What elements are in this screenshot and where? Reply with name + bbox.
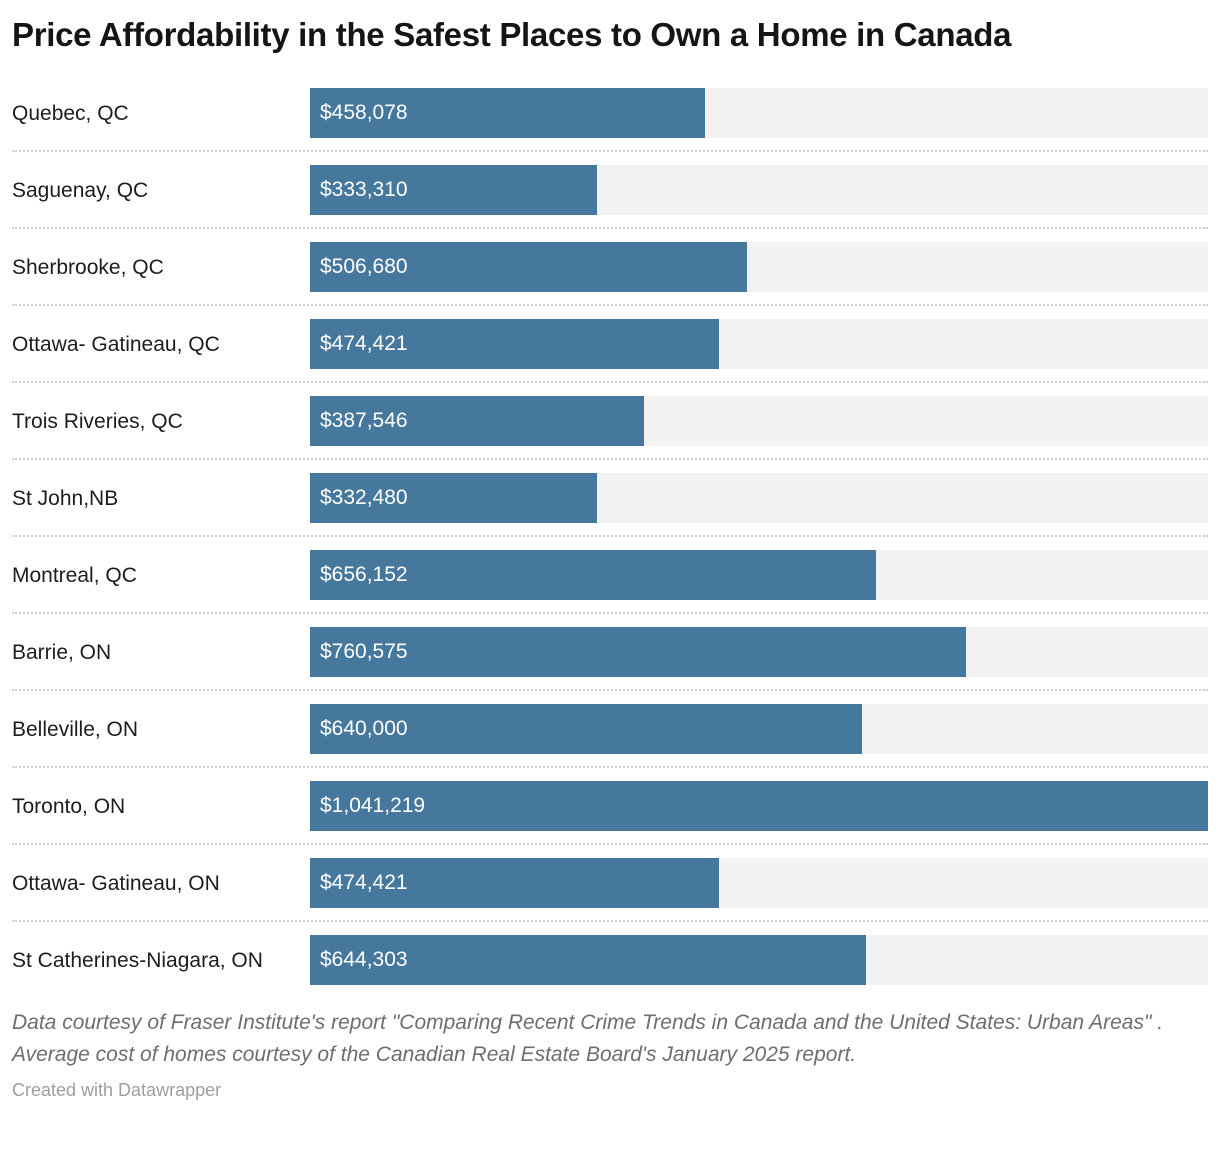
row-label: Montreal, QC (12, 563, 137, 587)
bar-value-label: $656,152 (320, 563, 408, 587)
row-label: Ottawa- Gatineau, ON (12, 871, 220, 895)
bar-row: Ottawa- Gatineau, QC $474,421 (12, 319, 1208, 384)
bar-value-label: $640,000 (320, 717, 408, 741)
bar-track: $644,303 (310, 935, 1208, 986)
bar: $458,078 (310, 88, 706, 139)
datawrapper-attribution[interactable]: Created with Datawrapper (12, 1080, 222, 1101)
bar-row: Saguenay, QC $333,310 (12, 165, 1208, 230)
row-label: Ottawa- Gatineau, QC (12, 332, 220, 356)
bar: $1,041,219 (310, 781, 1208, 832)
bar-chart: Quebec, QC $458,078 Saguenay, QC $333,310 Sh… (12, 88, 1208, 986)
row-label: Saguenay, QC (12, 178, 149, 202)
bar: $760,575 (310, 627, 966, 678)
bar-track: $387,546 (310, 396, 1208, 447)
bar-value-label: $760,575 (320, 640, 408, 664)
bar-value-label: $506,680 (320, 255, 408, 279)
bar-row: Toronto, ON $1,041,219 (12, 781, 1208, 846)
bar: $644,303 (310, 935, 866, 986)
bar-value-label: $644,303 (320, 948, 408, 972)
row-label: St Catherines-Niagara, ON (12, 948, 263, 972)
bar-row: St Catherines-Niagara, ON $644,303 (12, 935, 1208, 986)
bar-value-label: $1,041,219 (320, 794, 426, 818)
bar: $333,310 (310, 165, 598, 216)
bar: $474,421 (310, 319, 720, 370)
chart-title: Price Affordability in the Safest Places… (12, 16, 1012, 53)
bar-row: Quebec, QC $458,078 (12, 88, 1208, 153)
bar: $656,152 (310, 550, 876, 601)
row-label: Quebec, QC (12, 101, 129, 125)
row-label: Toronto, ON (12, 794, 126, 818)
row-label: Trois Riveries, QC (12, 409, 183, 433)
bar-value-label: $333,310 (320, 178, 408, 202)
bar-row: Montreal, QC $656,152 (12, 550, 1208, 615)
bar-value-label: $458,078 (320, 101, 408, 125)
bar-row: Belleville, ON $640,000 (12, 704, 1208, 769)
bar-row: Barrie, ON $760,575 (12, 627, 1208, 692)
bar-track: $640,000 (310, 704, 1208, 755)
bar: $506,680 (310, 242, 747, 293)
bar-track: $760,575 (310, 627, 1208, 678)
bar: $332,480 (310, 473, 597, 524)
row-label: Belleville, ON (12, 717, 139, 741)
bar: $474,421 (310, 858, 720, 909)
bar-track: $506,680 (310, 242, 1208, 293)
bar-track: $1,041,219 (310, 781, 1208, 832)
chart-notes: Data courtesy of Fraser Institute's repo… (12, 1011, 1164, 1066)
bar-track: $458,078 (310, 88, 1208, 139)
bar-value-label: $387,546 (320, 409, 408, 433)
bar-track: $332,480 (310, 473, 1208, 524)
bar-value-label: $332,480 (320, 486, 408, 510)
bar-track: $474,421 (310, 319, 1208, 370)
bar-track: $333,310 (310, 165, 1208, 216)
bar-row: Trois Riveries, QC $387,546 (12, 396, 1208, 461)
row-label: Barrie, ON (12, 640, 112, 664)
bar-track: $474,421 (310, 858, 1208, 909)
bar-row: St John,NB $332,480 (12, 473, 1208, 538)
bar: $640,000 (310, 704, 862, 755)
bar-value-label: $474,421 (320, 871, 408, 895)
bar-track: $656,152 (310, 550, 1208, 601)
row-label: Sherbrooke, QC (12, 255, 164, 279)
bar-row: Sherbrooke, QC $506,680 (12, 242, 1208, 307)
bar-row: Ottawa- Gatineau, ON $474,421 (12, 858, 1208, 923)
bar-value-label: $474,421 (320, 332, 408, 356)
row-label: St John,NB (12, 486, 119, 510)
bar: $387,546 (310, 396, 645, 447)
